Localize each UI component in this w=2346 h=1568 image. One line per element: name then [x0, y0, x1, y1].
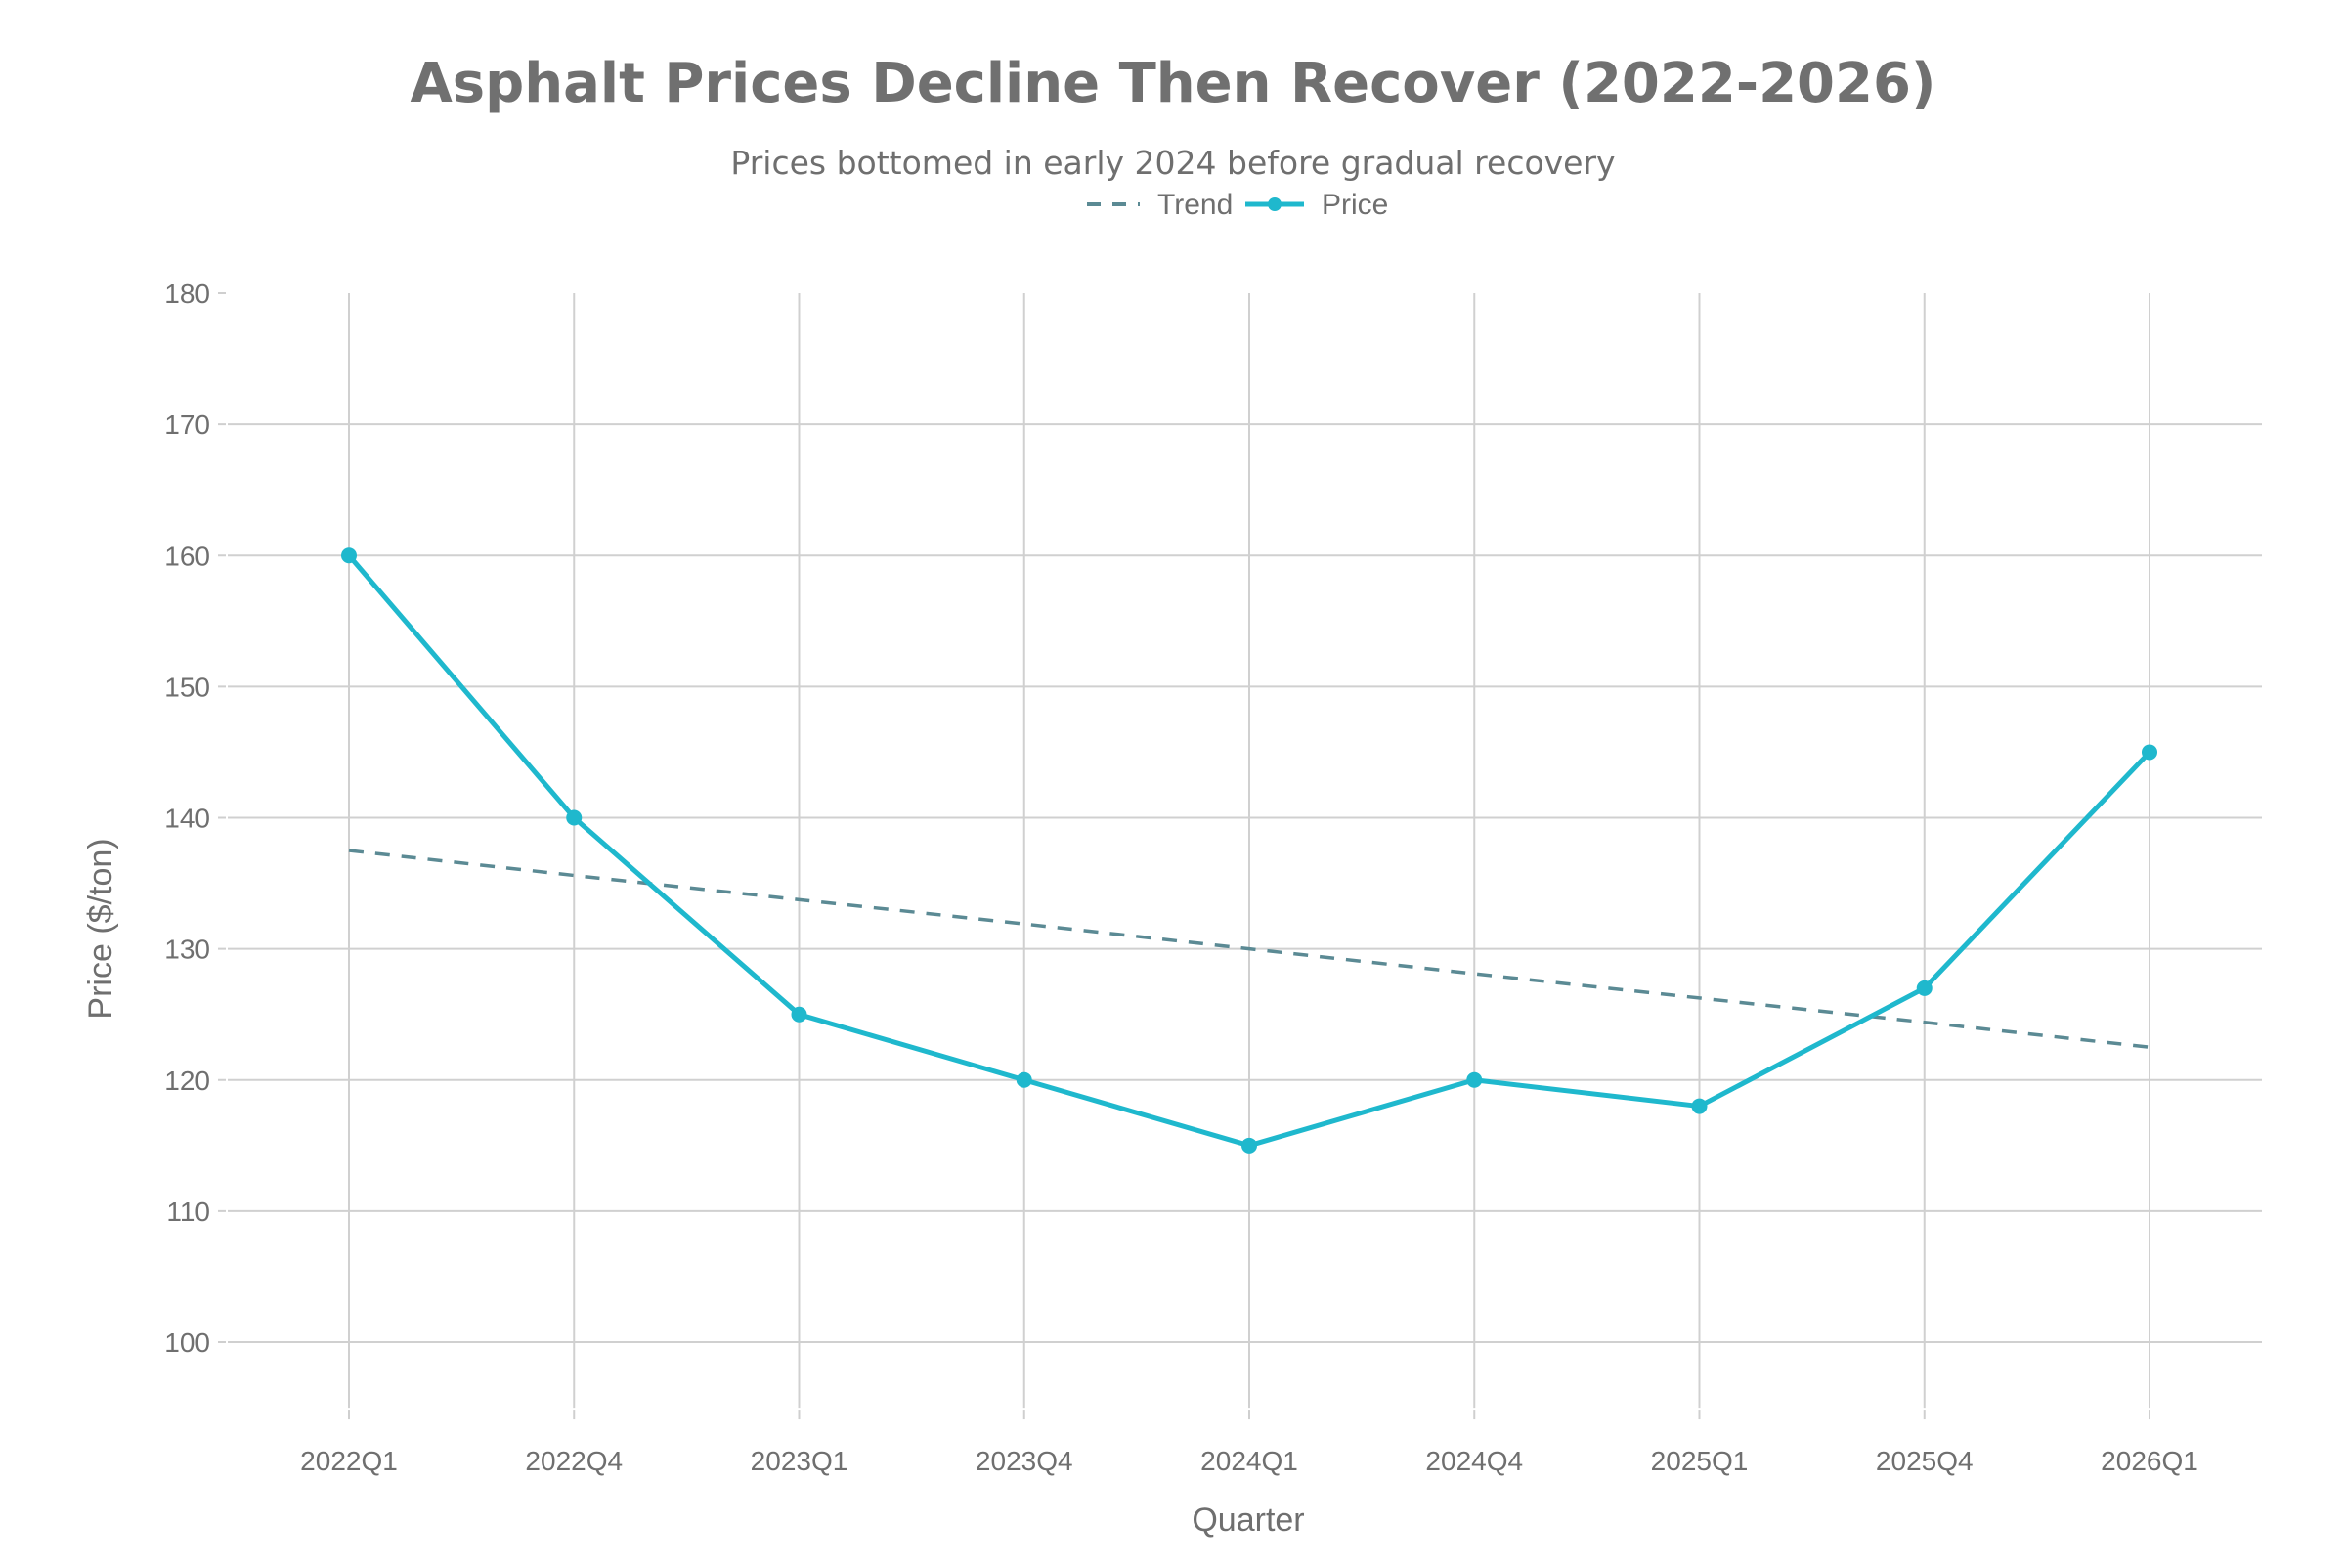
- x-axis-title: Quarter: [1192, 1502, 1304, 1539]
- y-tick-label: 180: [164, 279, 210, 309]
- price-point: [1916, 980, 1933, 996]
- y-tick-label: 140: [164, 804, 210, 834]
- series-layer: [341, 547, 2157, 1154]
- price-point: [1691, 1098, 1708, 1114]
- x-tick-label: 2022Q1: [300, 1446, 398, 1476]
- y-axis-title: Price ($/ton): [82, 838, 119, 1019]
- x-tick-label: 2022Q4: [525, 1446, 623, 1476]
- y-tick-label: 130: [164, 935, 210, 965]
- price-point: [1241, 1137, 1257, 1154]
- price-point: [791, 1006, 807, 1023]
- chart-subtitle: Prices bottomed in early 2024 before gra…: [730, 144, 1615, 182]
- price-point: [566, 809, 583, 826]
- legend: Trend Price: [1087, 189, 1388, 221]
- price-point: [1466, 1071, 1483, 1088]
- x-tick-label: 2026Q1: [2101, 1446, 2198, 1476]
- grid: [228, 293, 2262, 1409]
- legend-price-marker: [1268, 197, 1282, 211]
- chart-title: Asphalt Prices Decline Then Recover (202…: [410, 52, 1935, 115]
- y-tick-label: 100: [164, 1328, 210, 1358]
- x-tick-label: 2025Q4: [1876, 1446, 1974, 1476]
- price-point: [1016, 1071, 1032, 1088]
- x-tick-label: 2025Q1: [1651, 1446, 1749, 1476]
- legend-item-trend[interactable]: Trend: [1087, 189, 1233, 221]
- price-point: [341, 547, 357, 564]
- y-tick-label: 170: [164, 410, 210, 440]
- x-tick-label: 2023Q1: [751, 1446, 848, 1476]
- x-tick-label: 2023Q4: [976, 1446, 1073, 1476]
- y-axis: 100 110 120 130 140 150 160 170 180: [164, 279, 226, 1358]
- y-tick-label: 120: [164, 1066, 210, 1096]
- x-tick-label: 2024Q1: [1200, 1446, 1298, 1476]
- x-tick-label: 2024Q4: [1425, 1446, 1523, 1476]
- x-axis: 2022Q1 2022Q4 2023Q1 2023Q4 2024Q1 2024Q4 2025…: [300, 1410, 2198, 1476]
- price-point: [2142, 744, 2157, 761]
- legend-price-label: Price: [1322, 189, 1388, 221]
- y-tick-label: 150: [164, 672, 210, 702]
- y-tick-label: 110: [166, 1197, 210, 1227]
- legend-trend-label: Trend: [1157, 189, 1233, 221]
- y-tick-label: 160: [164, 541, 210, 571]
- legend-item-price[interactable]: Price: [1245, 189, 1388, 221]
